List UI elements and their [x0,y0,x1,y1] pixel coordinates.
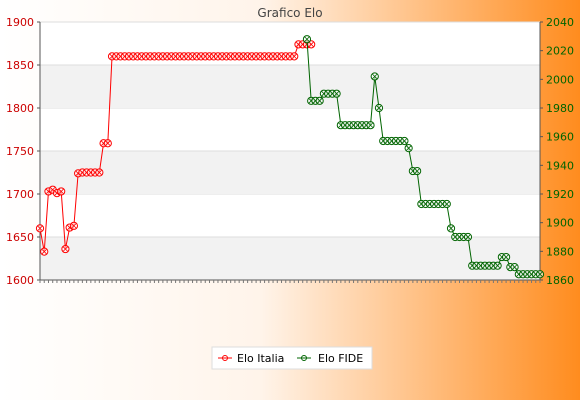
data-point-cross-elo-italia [41,249,47,255]
data-point-cross-elo-fide [401,138,407,144]
legend-entry-elo-fide: Elo FIDE [297,352,363,365]
y-left-tick-label: 1850 [6,59,34,72]
y-right-tick-label: 2040 [546,16,574,29]
y-right-tick-label: 1880 [546,245,574,258]
y-right-tick-label: 1900 [546,217,574,230]
grid-band [40,65,540,108]
legend-entry-elo-italia: Elo Italia [218,352,284,365]
y-right-tick-label: 1980 [546,102,574,115]
y-right-tick-label: 1940 [546,159,574,172]
data-point-cross-elo-fide [512,264,518,270]
data-point-cross-elo-fide [444,201,450,207]
plot-background [40,21,540,280]
data-point-cross-elo-italia [291,53,297,59]
y-right-tick-label: 1860 [546,274,574,287]
data-point-cross-elo-fide [503,254,509,260]
data-point-cross-elo-italia [105,140,111,146]
y-axis-left: 1600 1650 1700 1750 1800 1850 1900 [6,16,41,287]
y-left-tick-label: 1750 [6,145,34,158]
data-point-cross-elo-fide [376,105,382,111]
data-point-cross-elo-italia [62,246,68,252]
series-elo-fide [302,35,545,279]
grid-band [40,151,540,194]
data-point-cross-elo-fide [495,263,501,269]
data-point-cross-elo-fide [465,234,471,240]
series-elo-italia [35,40,316,256]
legend-label-elo-fide: Elo FIDE [318,352,363,365]
chart-title: Grafico Elo [257,6,322,20]
y-right-tick-label: 2020 [546,45,574,58]
data-point-cross-elo-fide [537,271,543,277]
y-left-tick-label: 1800 [6,102,34,115]
data-point-cross-elo-italia [37,225,43,231]
data-point-cross-elo-italia [71,223,77,229]
y-right-tick-label: 1920 [546,188,574,201]
y-left-tick-label: 1600 [6,274,34,287]
y-left-tick-label: 1650 [6,231,34,244]
series-layer [35,35,545,279]
y-left-tick-label: 1900 [6,16,34,29]
grid-band [40,237,540,280]
y-left-tick-label: 1700 [6,188,34,201]
legend-label-elo-italia: Elo Italia [237,352,284,365]
data-point-cross-elo-fide [448,225,454,231]
y-axis-right: 1860 1880 1900 1920 1940 1960 1980 2000 2020 2040 [539,16,574,287]
data-point-cross-elo-fide [317,98,323,104]
data-point-cross-elo-fide [304,36,310,42]
data-point-cross-elo-fide [368,122,373,128]
legend: Elo Italia Elo FIDE [211,346,373,370]
data-point-cross-elo-fide [406,145,412,151]
data-point-cross-elo-italia [58,188,64,194]
data-point-cross-elo-fide [334,91,340,97]
y-right-tick-label: 2000 [546,73,574,86]
legend-marker-elo-fide [301,355,307,361]
y-right-tick-label: 1960 [546,131,574,144]
data-point-cross-elo-fide [414,168,420,174]
legend-box [211,346,373,370]
data-point-cross-elo-italia [308,41,314,47]
x-axis [39,279,541,283]
data-point-cross-elo-fide [372,73,378,79]
data-point-cross-elo-italia [96,170,102,175]
legend-marker-elo-italia [222,355,228,361]
